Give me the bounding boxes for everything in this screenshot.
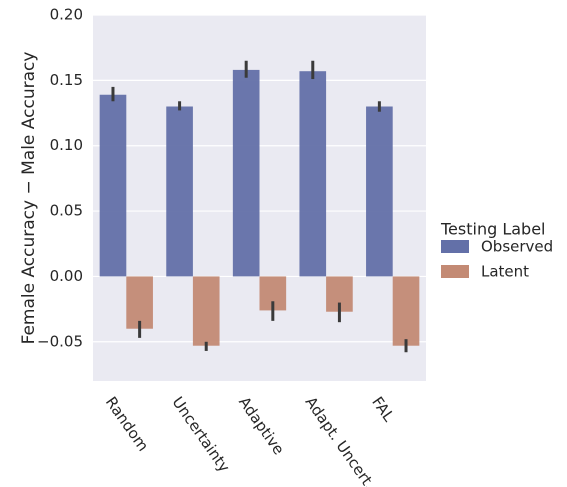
bar-observed-5	[366, 106, 393, 277]
y-tick-label: 0.00	[50, 267, 83, 285]
legend-title: Testing Label	[440, 220, 546, 239]
y-tick-label: 0.05	[50, 202, 83, 220]
bar-latent-1	[126, 276, 153, 329]
legend-entry-latent: Latent	[481, 263, 529, 281]
legend-swatch-observed	[441, 240, 469, 253]
bar-observed-1	[99, 94, 127, 277]
y-tick-label: 0.15	[50, 71, 83, 89]
legend-swatch-latent	[441, 265, 469, 278]
y-tick-labels: −0.05 0.00 0.05 0.10 0.15 0.20	[37, 6, 83, 351]
y-tick-label: 0.20	[50, 6, 83, 24]
bar-observed-4	[299, 71, 327, 277]
bars	[99, 69, 420, 346]
x-tick-label: Random	[102, 393, 152, 454]
error-bars	[111, 60, 408, 353]
x-tick-label: Adaptive	[235, 393, 288, 458]
y-axis-label: Female Accuracy − Male Accuracy	[19, 52, 39, 345]
y-tick-label: −0.05	[37, 332, 83, 350]
legend-entry-observed: Observed	[481, 238, 553, 256]
x-tick-label: FAL	[368, 393, 398, 425]
legend: Testing Label Observed Latent	[440, 220, 553, 281]
bar-latent-2	[192, 276, 220, 346]
x-tick-labels: Random Uncertainty Adaptive Adapt. Uncert.F…	[102, 393, 398, 487]
bar-observed-3	[232, 69, 260, 277]
x-tick-label: Uncertainty	[168, 393, 233, 475]
bar-latent-5	[392, 276, 420, 346]
bar-observed-2	[166, 106, 193, 277]
x-tick-label: Adapt. Uncert.	[302, 393, 379, 487]
y-tick-label: 0.10	[50, 136, 83, 154]
